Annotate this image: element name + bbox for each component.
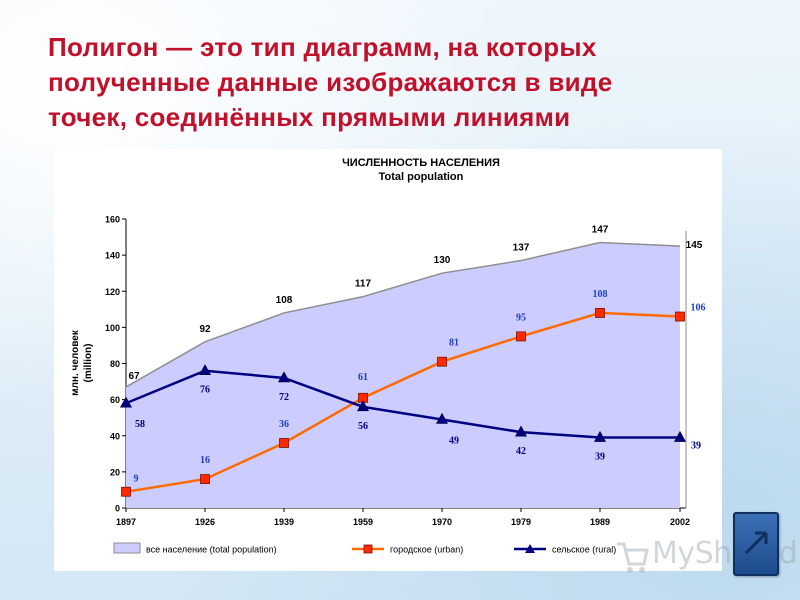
legend-marker-rural [525, 544, 535, 553]
legend-label-total: все население (total population) [146, 545, 277, 555]
data-label-total: 145 [686, 240, 703, 251]
data-label-rural: 42 [516, 446, 526, 457]
marker-rural [435, 412, 449, 424]
marker-rural [277, 371, 291, 383]
cart-icon [617, 542, 649, 573]
data-label-rural: 72 [279, 392, 289, 403]
data-label-total: 92 [199, 324, 211, 335]
area-total-outline [125, 241, 681, 388]
marker-rural [119, 396, 133, 408]
x-tick-label: 1979 [511, 517, 531, 527]
y-tick-label: 40 [110, 431, 120, 441]
data-label-urban: 106 [691, 303, 706, 314]
data-label-urban: 95 [516, 312, 526, 323]
legend-swatch-total [113, 542, 141, 554]
y-tick-label: 80 [110, 359, 120, 369]
data-label-urban: 108 [593, 289, 608, 300]
data-label-rural: 58 [135, 419, 145, 430]
data-label-urban: 9 [134, 474, 139, 485]
heading-line: точек, соединённых прямыми линиями [48, 102, 571, 132]
chart-title: ЧИСЛЕННОСТЬ НАСЕЛЕНИЯ [342, 157, 500, 169]
marker-rural [593, 430, 607, 442]
marker-urban [595, 308, 605, 318]
marker-urban [279, 438, 289, 448]
legend-label-urban: городское (urban) [390, 545, 463, 555]
data-label-urban: 61 [358, 372, 368, 383]
marker-urban [675, 311, 685, 322]
data-label-rural: 39 [691, 441, 701, 452]
y-tick-label: 20 [110, 467, 120, 477]
x-tick-label: 1939 [274, 517, 294, 527]
y-tick-label: 100 [105, 323, 120, 333]
data-label-total: 147 [592, 224, 609, 235]
chart-subtitle: Total population [379, 171, 464, 183]
heading-line: Полигон — это тип диаграмм, на которых [48, 32, 597, 62]
y-tick-label: 140 [105, 251, 120, 261]
x-tick-label: 1926 [195, 517, 215, 527]
y-tick-label: 0 [115, 504, 120, 514]
marker-urban [121, 486, 131, 497]
marker-rural [514, 425, 528, 437]
y-axis-label-unit: (million) [83, 344, 94, 383]
x-tick-label: 1970 [432, 517, 452, 527]
data-label-total: 130 [434, 255, 451, 266]
data-label-urban: 81 [449, 338, 459, 349]
marker-urban [437, 356, 447, 367]
data-label-rural: 56 [358, 421, 368, 432]
slide-heading: Полигон — это тип диаграмм, на которых п… [48, 30, 748, 135]
data-label-total: 67 [128, 371, 140, 382]
marker-urban [516, 331, 526, 342]
arrow-up-right-icon [744, 531, 768, 555]
chart-card: 67 92 108 117 130 137 147 145 9 16 36 61 81 95 108 106 5… [54, 149, 722, 571]
data-label-rural: 49 [449, 435, 459, 446]
data-label-total: 137 [513, 243, 530, 254]
y-tick-label: 120 [105, 287, 120, 297]
legend-marker-urban [363, 544, 373, 554]
data-label-urban: 16 [200, 455, 210, 466]
marker-rural [198, 364, 212, 376]
heading-line: полученные данные изображаются в виде [48, 67, 613, 97]
series-line-rural [125, 369, 680, 439]
data-label-rural: 76 [200, 385, 210, 396]
marker-rural [673, 430, 687, 442]
data-label-total: 117 [355, 279, 372, 290]
next-slide-button[interactable] [733, 512, 779, 576]
data-label-urban: 36 [279, 419, 289, 430]
x-tick-label: 1897 [116, 517, 136, 527]
population-chart: 67 92 108 117 130 137 147 145 9 16 36 61 81 95 108 106 5… [70, 157, 706, 555]
marker-urban [200, 474, 210, 485]
area-total-population [126, 242, 680, 508]
marker-rural [356, 400, 370, 412]
data-label-total: 108 [276, 295, 293, 306]
x-tick-label: 2002 [670, 517, 690, 527]
data-label-rural: 39 [595, 452, 605, 463]
x-tick-label: 1959 [353, 517, 373, 527]
y-tick-label: 60 [110, 395, 120, 405]
legend-label-rural: сельское (rural) [552, 545, 616, 555]
series-line-urban [125, 311, 681, 493]
x-tick-label: 1989 [590, 517, 610, 527]
y-tick-label: 160 [105, 215, 120, 225]
y-axis-label: млн. человек [70, 329, 81, 396]
